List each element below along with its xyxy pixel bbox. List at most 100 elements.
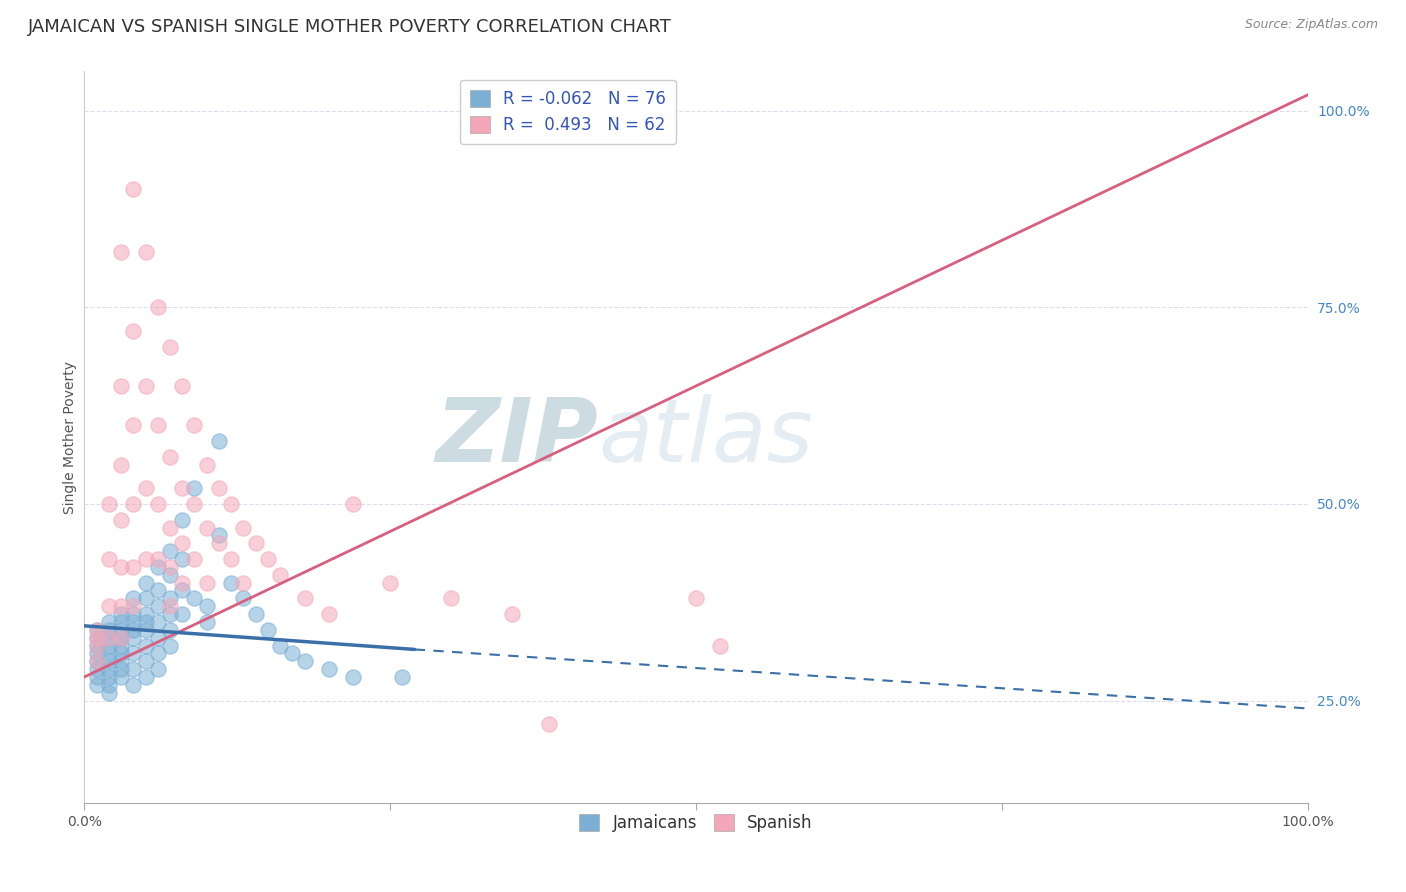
Text: JAMAICAN VS SPANISH SINGLE MOTHER POVERTY CORRELATION CHART: JAMAICAN VS SPANISH SINGLE MOTHER POVERT…	[28, 18, 672, 36]
Point	[122, 662, 145, 676]
Point	[257, 623, 280, 637]
Point	[183, 552, 205, 566]
Point	[219, 552, 242, 566]
Point	[135, 552, 157, 566]
Point	[172, 575, 194, 590]
Point	[159, 591, 181, 606]
Point	[195, 575, 218, 590]
Point	[502, 607, 524, 621]
Point	[146, 497, 169, 511]
Point	[183, 591, 205, 606]
Point	[97, 623, 120, 637]
Point	[135, 623, 157, 637]
Point	[122, 615, 145, 629]
Point	[97, 552, 120, 566]
Point	[86, 623, 108, 637]
Point	[122, 623, 145, 637]
Point	[219, 575, 242, 590]
Point	[110, 559, 132, 574]
Point	[110, 607, 132, 621]
Point	[146, 418, 169, 433]
Point	[97, 639, 120, 653]
Point	[318, 607, 340, 621]
Point	[86, 631, 108, 645]
Point	[380, 575, 402, 590]
Point	[122, 646, 145, 660]
Point	[195, 615, 218, 629]
Point	[146, 583, 169, 598]
Point	[195, 599, 218, 614]
Point	[86, 646, 108, 660]
Point	[146, 631, 169, 645]
Point	[183, 497, 205, 511]
Point	[122, 591, 145, 606]
Point	[269, 567, 291, 582]
Point	[172, 481, 194, 495]
Point	[97, 599, 120, 614]
Point	[159, 623, 181, 637]
Text: Source: ZipAtlas.com: Source: ZipAtlas.com	[1244, 18, 1378, 31]
Point	[110, 599, 132, 614]
Point	[159, 599, 181, 614]
Point	[183, 418, 205, 433]
Point	[195, 458, 218, 472]
Point	[122, 497, 145, 511]
Point	[110, 623, 132, 637]
Point	[146, 646, 169, 660]
Point	[110, 631, 132, 645]
Point	[110, 662, 132, 676]
Point	[342, 670, 364, 684]
Point	[97, 662, 120, 676]
Point	[135, 591, 157, 606]
Point	[172, 552, 194, 566]
Point	[110, 615, 132, 629]
Point	[122, 324, 145, 338]
Point	[159, 567, 181, 582]
Point	[159, 340, 181, 354]
Point	[86, 678, 108, 692]
Point	[122, 599, 145, 614]
Point	[538, 717, 561, 731]
Point	[122, 418, 145, 433]
Point	[318, 662, 340, 676]
Point	[110, 513, 132, 527]
Point	[172, 607, 194, 621]
Point	[110, 458, 132, 472]
Point	[172, 379, 194, 393]
Point	[245, 536, 267, 550]
Point	[159, 450, 181, 464]
Point	[122, 182, 145, 196]
Legend: Jamaicans, Spanish: Jamaicans, Spanish	[572, 807, 820, 838]
Point	[342, 497, 364, 511]
Point	[208, 536, 231, 550]
Point	[135, 607, 157, 621]
Point	[135, 654, 157, 668]
Point	[195, 520, 218, 534]
Point	[110, 670, 132, 684]
Point	[86, 654, 108, 668]
Point	[122, 678, 145, 692]
Point	[281, 646, 304, 660]
Point	[219, 497, 242, 511]
Point	[146, 662, 169, 676]
Point	[110, 646, 132, 660]
Point	[208, 481, 231, 495]
Text: atlas: atlas	[598, 394, 813, 480]
Point	[269, 639, 291, 653]
Y-axis label: Single Mother Poverty: Single Mother Poverty	[63, 360, 77, 514]
Point	[391, 670, 413, 684]
Point	[208, 528, 231, 542]
Point	[97, 678, 120, 692]
Point	[294, 654, 316, 668]
Point	[97, 497, 120, 511]
Point	[97, 686, 120, 700]
Point	[122, 559, 145, 574]
Point	[86, 670, 108, 684]
Point	[172, 536, 194, 550]
Point	[110, 379, 132, 393]
Point	[159, 639, 181, 653]
Point	[146, 559, 169, 574]
Point	[86, 654, 108, 668]
Point	[146, 552, 169, 566]
Point	[122, 631, 145, 645]
